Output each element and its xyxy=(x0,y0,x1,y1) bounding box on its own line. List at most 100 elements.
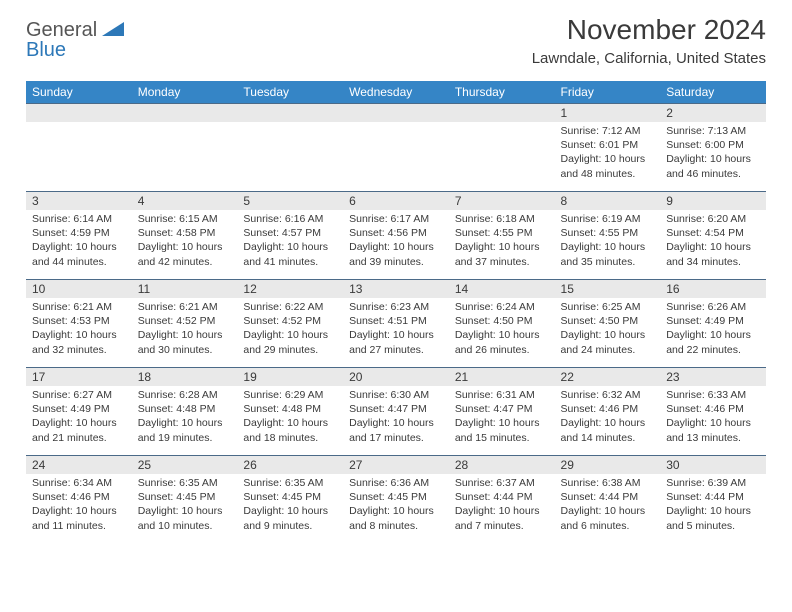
calendar-day-cell: 15Sunrise: 6:25 AMSunset: 4:50 PMDayligh… xyxy=(555,279,661,367)
calendar-empty-cell xyxy=(26,103,132,191)
sunset-text: Sunset: 4:46 PM xyxy=(561,402,655,416)
sunrise-text: Sunrise: 6:16 AM xyxy=(243,212,337,226)
day-number: 2 xyxy=(660,103,766,122)
calendar-day-cell: 3Sunrise: 6:14 AMSunset: 4:59 PMDaylight… xyxy=(26,191,132,279)
sunrise-text: Sunrise: 6:17 AM xyxy=(349,212,443,226)
day-details: Sunrise: 6:24 AMSunset: 4:50 PMDaylight:… xyxy=(449,298,555,361)
daylight-text: Daylight: 10 hours and 41 minutes. xyxy=(243,240,337,268)
daylight-text: Daylight: 10 hours and 27 minutes. xyxy=(349,328,443,356)
sunset-text: Sunset: 4:48 PM xyxy=(138,402,232,416)
calendar-day-cell: 30Sunrise: 6:39 AMSunset: 4:44 PMDayligh… xyxy=(660,455,766,543)
calendar-day-cell: 27Sunrise: 6:36 AMSunset: 4:45 PMDayligh… xyxy=(343,455,449,543)
day-header: Friday xyxy=(555,81,661,103)
day-number: 7 xyxy=(449,191,555,210)
day-header: Wednesday xyxy=(343,81,449,103)
sunrise-text: Sunrise: 6:39 AM xyxy=(666,476,760,490)
day-details: Sunrise: 6:28 AMSunset: 4:48 PMDaylight:… xyxy=(132,386,238,449)
calendar-day-cell: 24Sunrise: 6:34 AMSunset: 4:46 PMDayligh… xyxy=(26,455,132,543)
day-number: 12 xyxy=(237,279,343,298)
daylight-text: Daylight: 10 hours and 46 minutes. xyxy=(666,152,760,180)
location-text: Lawndale, California, United States xyxy=(532,50,766,67)
calendar-day-cell: 22Sunrise: 6:32 AMSunset: 4:46 PMDayligh… xyxy=(555,367,661,455)
sunset-text: Sunset: 4:51 PM xyxy=(349,314,443,328)
sunrise-text: Sunrise: 6:30 AM xyxy=(349,388,443,402)
day-details: Sunrise: 6:34 AMSunset: 4:46 PMDaylight:… xyxy=(26,474,132,537)
daylight-text: Daylight: 10 hours and 14 minutes. xyxy=(561,416,655,444)
sunset-text: Sunset: 4:45 PM xyxy=(349,490,443,504)
day-details: Sunrise: 6:19 AMSunset: 4:55 PMDaylight:… xyxy=(555,210,661,273)
calendar-body: 1Sunrise: 7:12 AMSunset: 6:01 PMDaylight… xyxy=(26,103,766,543)
daylight-text: Daylight: 10 hours and 35 minutes. xyxy=(561,240,655,268)
day-number: 4 xyxy=(132,191,238,210)
calendar-day-cell: 18Sunrise: 6:28 AMSunset: 4:48 PMDayligh… xyxy=(132,367,238,455)
day-number: 16 xyxy=(660,279,766,298)
calendar-day-cell: 17Sunrise: 6:27 AMSunset: 4:49 PMDayligh… xyxy=(26,367,132,455)
day-details: Sunrise: 6:20 AMSunset: 4:54 PMDaylight:… xyxy=(660,210,766,273)
day-number: 8 xyxy=(555,191,661,210)
day-number: 19 xyxy=(237,367,343,386)
calendar-day-cell: 20Sunrise: 6:30 AMSunset: 4:47 PMDayligh… xyxy=(343,367,449,455)
sunrise-text: Sunrise: 6:20 AM xyxy=(666,212,760,226)
sunset-text: Sunset: 4:44 PM xyxy=(561,490,655,504)
daylight-text: Daylight: 10 hours and 48 minutes. xyxy=(561,152,655,180)
calendar-day-cell: 12Sunrise: 6:22 AMSunset: 4:52 PMDayligh… xyxy=(237,279,343,367)
day-details: Sunrise: 6:25 AMSunset: 4:50 PMDaylight:… xyxy=(555,298,661,361)
empty-daynum-strip xyxy=(343,103,449,122)
calendar-day-cell: 1Sunrise: 7:12 AMSunset: 6:01 PMDaylight… xyxy=(555,103,661,191)
calendar-day-cell: 28Sunrise: 6:37 AMSunset: 4:44 PMDayligh… xyxy=(449,455,555,543)
daylight-text: Daylight: 10 hours and 22 minutes. xyxy=(666,328,760,356)
day-details: Sunrise: 6:27 AMSunset: 4:49 PMDaylight:… xyxy=(26,386,132,449)
calendar-day-cell: 23Sunrise: 6:33 AMSunset: 4:46 PMDayligh… xyxy=(660,367,766,455)
sunrise-text: Sunrise: 6:29 AM xyxy=(243,388,337,402)
calendar-week-row: 17Sunrise: 6:27 AMSunset: 4:49 PMDayligh… xyxy=(26,367,766,455)
brand-logo: General Blue xyxy=(26,20,124,61)
day-number: 17 xyxy=(26,367,132,386)
calendar-day-cell: 2Sunrise: 7:13 AMSunset: 6:00 PMDaylight… xyxy=(660,103,766,191)
sunset-text: Sunset: 4:46 PM xyxy=(32,490,126,504)
sunset-text: Sunset: 4:54 PM xyxy=(666,226,760,240)
day-number: 18 xyxy=(132,367,238,386)
day-header: Tuesday xyxy=(237,81,343,103)
sunset-text: Sunset: 6:01 PM xyxy=(561,138,655,152)
sunset-text: Sunset: 6:00 PM xyxy=(666,138,760,152)
day-details: Sunrise: 6:26 AMSunset: 4:49 PMDaylight:… xyxy=(660,298,766,361)
day-number: 14 xyxy=(449,279,555,298)
calendar-empty-cell xyxy=(132,103,238,191)
sunset-text: Sunset: 4:49 PM xyxy=(32,402,126,416)
day-header: Sunday xyxy=(26,81,132,103)
title-block: November 2024 Lawndale, California, Unit… xyxy=(532,14,766,67)
sunset-text: Sunset: 4:57 PM xyxy=(243,226,337,240)
day-number: 24 xyxy=(26,455,132,474)
logo-line2: Blue xyxy=(26,39,66,61)
calendar-empty-cell xyxy=(237,103,343,191)
day-number: 25 xyxy=(132,455,238,474)
daylight-text: Daylight: 10 hours and 8 minutes. xyxy=(349,504,443,532)
daylight-text: Daylight: 10 hours and 34 minutes. xyxy=(666,240,760,268)
sunset-text: Sunset: 4:52 PM xyxy=(138,314,232,328)
daylight-text: Daylight: 10 hours and 11 minutes. xyxy=(32,504,126,532)
day-details: Sunrise: 6:15 AMSunset: 4:58 PMDaylight:… xyxy=(132,210,238,273)
day-details: Sunrise: 6:38 AMSunset: 4:44 PMDaylight:… xyxy=(555,474,661,537)
day-details: Sunrise: 6:36 AMSunset: 4:45 PMDaylight:… xyxy=(343,474,449,537)
sunrise-text: Sunrise: 6:23 AM xyxy=(349,300,443,314)
calendar-week-row: 3Sunrise: 6:14 AMSunset: 4:59 PMDaylight… xyxy=(26,191,766,279)
header-row: General Blue November 2024 Lawndale, Cal… xyxy=(26,14,766,67)
daylight-text: Daylight: 10 hours and 7 minutes. xyxy=(455,504,549,532)
calendar-table: SundayMondayTuesdayWednesdayThursdayFrid… xyxy=(26,81,766,543)
sunrise-text: Sunrise: 6:26 AM xyxy=(666,300,760,314)
sunrise-text: Sunrise: 7:12 AM xyxy=(561,124,655,138)
day-details: Sunrise: 6:21 AMSunset: 4:53 PMDaylight:… xyxy=(26,298,132,361)
day-number: 3 xyxy=(26,191,132,210)
day-details: Sunrise: 7:12 AMSunset: 6:01 PMDaylight:… xyxy=(555,122,661,185)
calendar-week-row: 10Sunrise: 6:21 AMSunset: 4:53 PMDayligh… xyxy=(26,279,766,367)
sunrise-text: Sunrise: 6:31 AM xyxy=(455,388,549,402)
calendar-day-cell: 7Sunrise: 6:18 AMSunset: 4:55 PMDaylight… xyxy=(449,191,555,279)
sunrise-text: Sunrise: 6:35 AM xyxy=(243,476,337,490)
sunset-text: Sunset: 4:49 PM xyxy=(666,314,760,328)
sunrise-text: Sunrise: 6:38 AM xyxy=(561,476,655,490)
calendar-day-cell: 13Sunrise: 6:23 AMSunset: 4:51 PMDayligh… xyxy=(343,279,449,367)
calendar-day-cell: 19Sunrise: 6:29 AMSunset: 4:48 PMDayligh… xyxy=(237,367,343,455)
calendar-day-cell: 4Sunrise: 6:15 AMSunset: 4:58 PMDaylight… xyxy=(132,191,238,279)
day-header: Monday xyxy=(132,81,238,103)
calendar-week-row: 24Sunrise: 6:34 AMSunset: 4:46 PMDayligh… xyxy=(26,455,766,543)
